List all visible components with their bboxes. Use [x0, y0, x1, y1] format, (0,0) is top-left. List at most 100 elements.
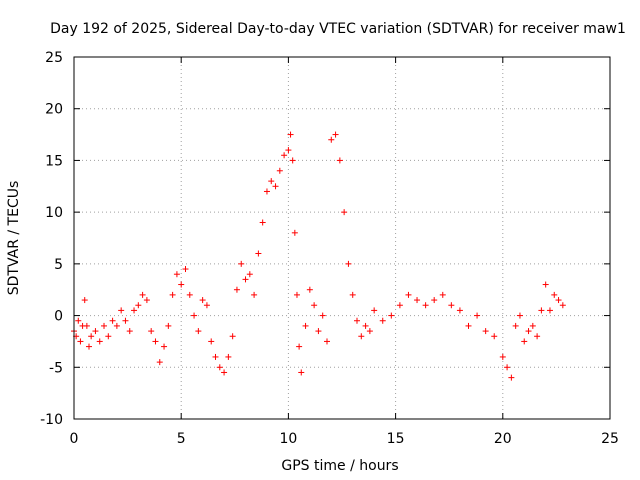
- data-point: [83, 322, 90, 329]
- y-tick-label: -5: [49, 360, 63, 376]
- data-point: [178, 281, 185, 288]
- data-point: [302, 322, 309, 329]
- data-point: [169, 291, 176, 298]
- data-point: [143, 297, 150, 304]
- data-point: [298, 369, 305, 376]
- data-point: [156, 359, 163, 366]
- data-point: [233, 286, 240, 293]
- data-point: [405, 291, 412, 298]
- data-point: [396, 302, 403, 309]
- data-point: [559, 302, 566, 309]
- data-point: [101, 322, 108, 329]
- y-tick-label: 25: [45, 50, 63, 66]
- data-point: [388, 312, 395, 319]
- data-point: [246, 271, 253, 278]
- data-point: [195, 328, 202, 335]
- data-point: [208, 338, 215, 345]
- data-point: [131, 307, 138, 314]
- data-point: [538, 307, 545, 314]
- data-point: [251, 291, 258, 298]
- data-point: [354, 317, 361, 324]
- data-point: [456, 307, 463, 314]
- data-point: [118, 307, 125, 314]
- data-point: [422, 302, 429, 309]
- data-point: [336, 157, 343, 164]
- data-point: [366, 328, 373, 335]
- data-point: [199, 297, 206, 304]
- data-point: [81, 297, 88, 304]
- data-point: [499, 353, 506, 360]
- data-point: [216, 364, 223, 371]
- data-point: [414, 297, 421, 304]
- data-point: [268, 178, 275, 185]
- data-point: [289, 157, 296, 164]
- data-point: [285, 147, 292, 154]
- data-point: [323, 338, 330, 345]
- data-point: [296, 343, 303, 350]
- data-point: [431, 297, 438, 304]
- data-point: [109, 317, 116, 324]
- data-point: [203, 302, 210, 309]
- data-point: [379, 317, 386, 324]
- data-point: [122, 317, 129, 324]
- data-point: [341, 209, 348, 216]
- x-tick-label: 20: [494, 431, 512, 447]
- data-point: [75, 317, 82, 324]
- data-point: [358, 333, 365, 340]
- data-point: [448, 302, 455, 309]
- plot-frame: [73, 56, 611, 420]
- data-point: [555, 297, 562, 304]
- data-point: [512, 322, 519, 329]
- y-tick-label: -10: [40, 412, 63, 428]
- data-point: [525, 328, 532, 335]
- data-point: [319, 312, 326, 319]
- data-point: [242, 276, 249, 283]
- data-point: [88, 333, 95, 340]
- data-point: [221, 369, 228, 376]
- data-point: [291, 229, 298, 236]
- data-point: [272, 183, 279, 190]
- data-point: [551, 291, 558, 298]
- y-tick-label: 0: [54, 309, 63, 325]
- y-tick-label: 15: [45, 153, 63, 169]
- data-point: [186, 291, 193, 298]
- data-point: [311, 302, 318, 309]
- x-tick-label: 25: [601, 431, 619, 447]
- data-point: [263, 188, 270, 195]
- data-point: [152, 338, 159, 345]
- x-tick-label: 0: [70, 431, 79, 447]
- data-point: [86, 343, 93, 350]
- data-point: [173, 271, 180, 278]
- data-point: [293, 291, 300, 298]
- data-point: [465, 322, 472, 329]
- data-point: [504, 364, 511, 371]
- data-point: [139, 291, 146, 298]
- data-point: [165, 322, 172, 329]
- data-point: [77, 338, 84, 345]
- data-point: [306, 286, 313, 293]
- data-point: [349, 291, 356, 298]
- data-point: [255, 250, 262, 257]
- data-point: [259, 219, 266, 226]
- y-axis-label: SDTVAR / TECUs: [6, 181, 22, 296]
- x-tick-label: 5: [177, 431, 186, 447]
- y-tick-label: 20: [45, 102, 63, 118]
- data-point: [534, 333, 541, 340]
- data-point: [474, 312, 481, 319]
- data-point: [191, 312, 198, 319]
- data-point: [225, 353, 232, 360]
- data-point: [439, 291, 446, 298]
- data-point: [182, 266, 189, 273]
- data-point: [362, 322, 369, 329]
- data-points: [71, 131, 566, 381]
- chart-title: Day 192 of 2025, Sidereal Day-to-day VTE…: [50, 21, 626, 37]
- data-point: [371, 307, 378, 314]
- data-point: [287, 131, 294, 138]
- data-point: [516, 312, 523, 319]
- y-tick-label: 5: [54, 257, 63, 273]
- x-axis-label: GPS time / hours: [281, 458, 398, 474]
- data-point: [92, 328, 99, 335]
- data-point: [315, 328, 322, 335]
